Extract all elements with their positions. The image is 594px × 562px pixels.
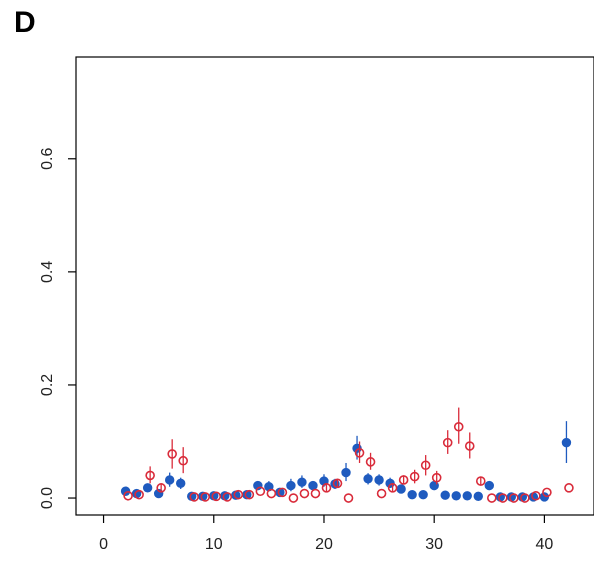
x-tick-label: 20 [315,536,333,553]
data-point [244,489,255,500]
data-point [167,449,177,459]
data-point [409,471,420,482]
data-point [120,486,131,496]
data-point [211,491,222,502]
data-point [440,490,450,500]
data-point [520,493,530,503]
data-point [178,455,189,466]
data-point [123,490,133,501]
data-point [407,489,417,500]
data-point [321,483,332,493]
data-point [142,483,153,493]
data-point [509,493,519,503]
data-point [374,475,384,485]
data-point [376,488,387,499]
data-point [451,491,461,501]
series-2 [123,407,574,503]
y-tick-label: 0.6 [39,148,56,170]
data-point [398,475,409,485]
data-point [156,483,166,493]
data-point [531,490,541,501]
data-point [341,467,351,478]
data-point [484,480,494,491]
data-point [255,486,266,497]
data-point [297,477,307,487]
data-point [134,489,144,500]
data-point [442,437,453,448]
y-tick-label: 0.2 [39,374,56,396]
y-axis: 0.0 0.2 0.4 0.6 [39,148,76,509]
y-tick-label: 0.0 [39,487,56,509]
data-point [453,421,464,432]
data-point [332,478,343,489]
y-tick-label: 0.4 [39,261,56,283]
data-point [561,437,572,448]
data-point [277,487,288,498]
data-point [486,493,497,503]
data-point [343,493,354,503]
data-point [176,478,186,489]
data-point [266,488,277,499]
data-point [464,441,475,451]
data-point [286,480,296,491]
data-point [431,472,442,483]
data-point [462,491,472,501]
data-point [233,489,244,500]
data-point [365,457,376,467]
series-1 [120,421,572,502]
x-tick-label: 10 [205,536,223,553]
x-tick-label: 0 [99,536,108,553]
data-point [498,493,508,503]
data-point [420,460,431,471]
data-point [418,489,428,500]
data-point [164,475,175,485]
panel-label: D [14,6,36,39]
x-axis: 0 10 20 30 40 [99,515,553,553]
data-point [542,487,552,498]
data-point [299,488,310,499]
data-point [310,488,321,499]
data-point [475,476,486,486]
data-point [473,491,483,502]
data-point [363,474,373,484]
x-tick-label: 30 [425,536,443,553]
data-point [222,492,233,502]
data-point [564,483,574,493]
data-point [189,492,200,502]
data-point [387,483,398,493]
data-point [145,470,155,481]
data-point [308,480,318,491]
plot-frame [75,56,594,516]
data-point [396,484,406,494]
series-layer [120,407,574,503]
x-tick-label: 40 [536,536,554,553]
data-point [288,493,299,503]
data-point [200,492,211,502]
data-point [354,448,365,458]
